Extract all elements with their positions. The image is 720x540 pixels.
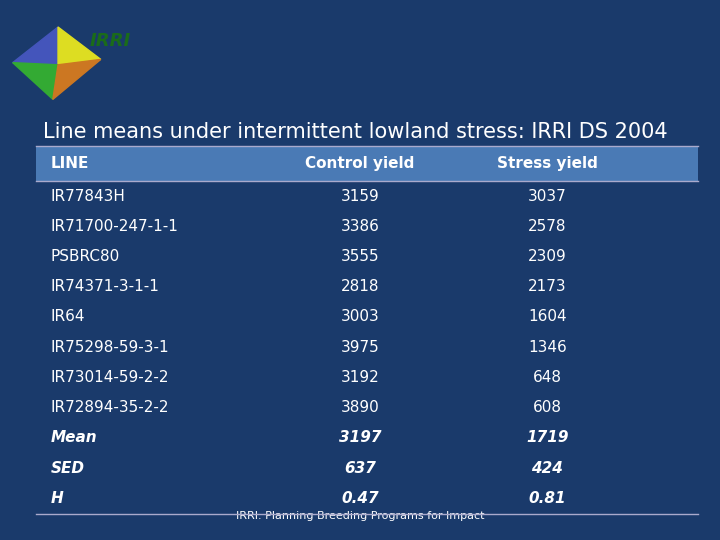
Text: 424: 424 <box>531 461 563 476</box>
Text: IR64: IR64 <box>50 309 85 325</box>
Text: Stress yield: Stress yield <box>497 156 598 171</box>
Text: PSBRC80: PSBRC80 <box>50 249 120 264</box>
Text: IR72894-35-2-2: IR72894-35-2-2 <box>50 400 169 415</box>
Text: 2578: 2578 <box>528 219 567 234</box>
Text: 3386: 3386 <box>341 219 379 234</box>
Text: IR71700-247-1-1: IR71700-247-1-1 <box>50 219 179 234</box>
Text: 3890: 3890 <box>341 400 379 415</box>
Text: 0.47: 0.47 <box>341 491 379 506</box>
Text: Control yield: Control yield <box>305 156 415 171</box>
Text: LINE: LINE <box>50 156 89 171</box>
Text: 3159: 3159 <box>341 188 379 204</box>
FancyBboxPatch shape <box>36 146 698 181</box>
Text: Line means under intermittent lowland stress: IRRI DS 2004: Line means under intermittent lowland st… <box>43 122 668 143</box>
Text: 637: 637 <box>344 461 376 476</box>
Text: 2173: 2173 <box>528 279 567 294</box>
Text: IR74371-3-1-1: IR74371-3-1-1 <box>50 279 159 294</box>
Text: Mean: Mean <box>50 430 97 445</box>
Text: 1604: 1604 <box>528 309 567 325</box>
Text: 3003: 3003 <box>341 309 379 325</box>
Text: IRRI: IRRI <box>89 32 130 50</box>
Text: IR77843H: IR77843H <box>50 188 125 204</box>
Text: SED: SED <box>50 461 84 476</box>
Text: IR75298-59-3-1: IR75298-59-3-1 <box>50 340 169 355</box>
Text: 608: 608 <box>533 400 562 415</box>
Text: 2818: 2818 <box>341 279 379 294</box>
Text: 1719: 1719 <box>526 430 569 445</box>
Text: 3555: 3555 <box>341 249 379 264</box>
Text: 3197: 3197 <box>338 430 382 445</box>
Text: 0.81: 0.81 <box>528 491 566 506</box>
Text: 3192: 3192 <box>341 370 379 385</box>
Polygon shape <box>13 27 58 65</box>
Text: 1346: 1346 <box>528 340 567 355</box>
Text: 648: 648 <box>533 370 562 385</box>
Text: 3975: 3975 <box>341 340 379 355</box>
Text: IR73014-59-2-2: IR73014-59-2-2 <box>50 370 169 385</box>
Polygon shape <box>13 63 58 99</box>
Polygon shape <box>53 59 101 99</box>
Text: 2309: 2309 <box>528 249 567 264</box>
Text: IRRI: Planning Breeding Programs for Impact: IRRI: Planning Breeding Programs for Imp… <box>235 511 485 521</box>
Polygon shape <box>58 27 101 65</box>
Text: 3037: 3037 <box>528 188 567 204</box>
Text: H: H <box>50 491 63 506</box>
